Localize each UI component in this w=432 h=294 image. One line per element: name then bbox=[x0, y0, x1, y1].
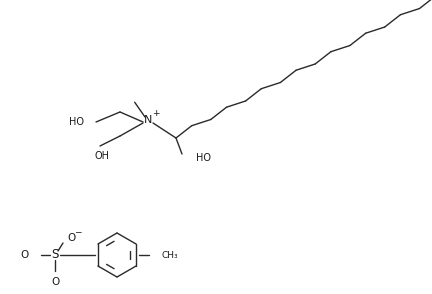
Text: N: N bbox=[144, 115, 152, 125]
Text: CH₃: CH₃ bbox=[161, 250, 178, 260]
Text: S: S bbox=[51, 248, 59, 261]
Text: OH: OH bbox=[95, 151, 109, 161]
Text: +: + bbox=[152, 108, 160, 118]
Text: HO: HO bbox=[69, 117, 84, 127]
Text: O: O bbox=[67, 233, 75, 243]
Text: −: − bbox=[74, 228, 82, 236]
Text: O: O bbox=[51, 277, 59, 287]
Text: HO: HO bbox=[196, 153, 211, 163]
Text: O: O bbox=[21, 250, 29, 260]
